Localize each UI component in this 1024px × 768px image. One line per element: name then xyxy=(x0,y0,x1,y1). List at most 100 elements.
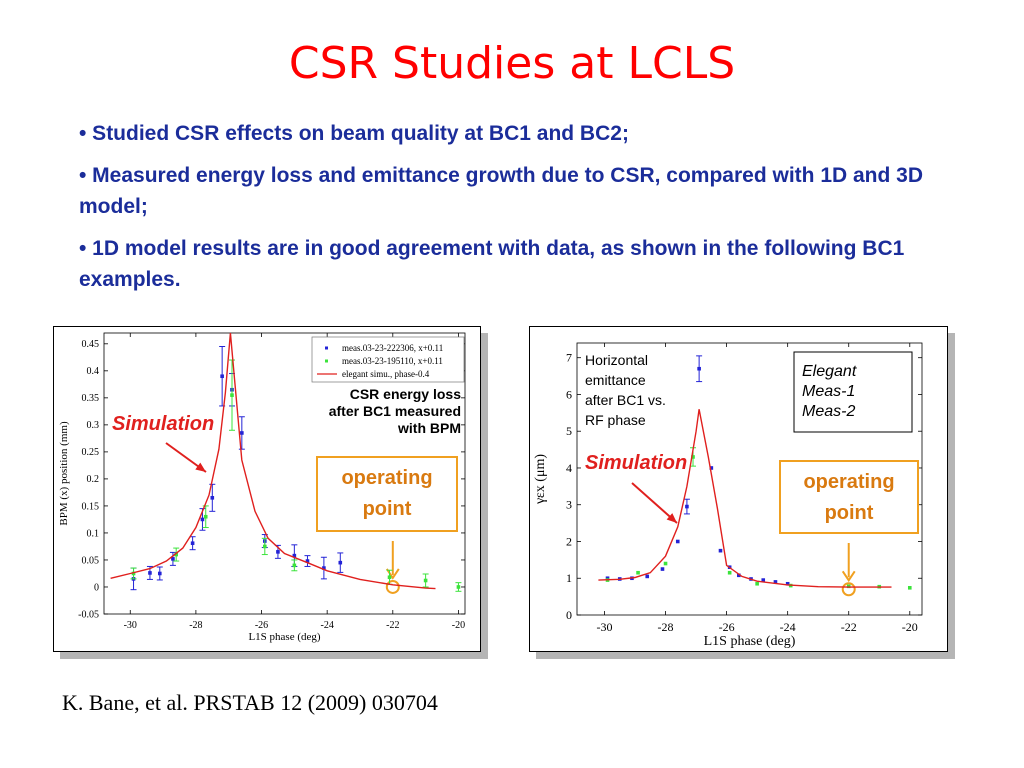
operating-point-box xyxy=(316,456,458,532)
legend-entry: meas.03-23-222306, x+0.11 xyxy=(342,343,443,353)
data-point xyxy=(785,581,790,586)
chart-description: RF phase xyxy=(585,412,646,428)
legend-entry: Elegant xyxy=(802,363,857,380)
data-point xyxy=(240,431,244,435)
x-tick-label: -20 xyxy=(452,620,465,631)
plot-frame xyxy=(103,332,466,615)
y-tick-label: 0.3 xyxy=(87,420,100,431)
y-tick-label: 0.1 xyxy=(87,528,100,539)
data-point xyxy=(230,393,234,397)
chart-description: Horizontal xyxy=(585,352,648,368)
legend-box xyxy=(311,336,465,383)
operating-point-box xyxy=(779,460,919,534)
data-point xyxy=(338,560,343,565)
legend-entry: Meas-2 xyxy=(802,403,855,420)
data-point xyxy=(755,581,759,586)
data-point xyxy=(305,559,310,563)
data-point xyxy=(148,571,152,575)
y-tick-label: 0.4 xyxy=(87,366,100,377)
operating-point-marker xyxy=(841,582,856,597)
data-point xyxy=(737,573,741,578)
x-tick-label: -20 xyxy=(902,620,918,634)
y-tick-label: 0.35 xyxy=(82,393,100,404)
slide-title: CSR Studies at LCLS xyxy=(288,38,736,89)
bullet-item: • 1D model results are in good agreement… xyxy=(79,237,905,291)
y-tick-label: 0.45 xyxy=(82,339,100,350)
data-point xyxy=(200,517,205,522)
x-tick-label: -28 xyxy=(658,620,674,634)
data-point xyxy=(263,544,267,549)
x-tick-label: -28 xyxy=(189,620,202,631)
data-point xyxy=(292,563,297,568)
operating-point-label: operating xyxy=(803,471,894,493)
y-axis-label: BPM (x) position (mm) xyxy=(58,421,70,526)
data-point xyxy=(322,566,326,570)
simulation-label: Simulation xyxy=(585,452,687,474)
legend-entry: Meas-1 xyxy=(802,383,855,400)
y-tick-label: 6 xyxy=(566,387,572,401)
bullet-item: • Measured energy loss and emittance gro… xyxy=(79,164,924,218)
data-point xyxy=(636,570,640,575)
data-point xyxy=(846,584,851,589)
y-axis-label: γεx (μm) xyxy=(533,454,548,505)
emittance-chart-panel: -30 -28 -26 -24 -22 -20 0 1 2 3 4 5 6 7 L1S phase (deg… xyxy=(529,326,948,652)
data-point xyxy=(220,374,224,379)
energy-loss-chart-panel: -30 -28 -26 -24 -22 -20 -0.05 0 0.05 0.1 0.15 0.2 0.… xyxy=(53,326,481,652)
simulation-label: Simulation xyxy=(112,413,214,435)
x-tick-label: -24 xyxy=(780,620,796,634)
y-tick-label: 5 xyxy=(566,424,572,438)
data-point xyxy=(157,571,162,576)
y-tick-label: 0 xyxy=(566,608,572,622)
data-point xyxy=(190,541,195,546)
x-tick-label: -22 xyxy=(386,620,399,631)
x-tick-label: -22 xyxy=(841,620,857,634)
simulation-line xyxy=(110,332,436,590)
legend-box xyxy=(793,351,913,433)
data-point xyxy=(387,575,392,580)
data-point xyxy=(131,571,136,576)
data-point xyxy=(773,580,778,584)
x-tick-label: -26 xyxy=(255,620,268,631)
x-axis-label: L1S phase (deg) xyxy=(704,634,796,649)
chart-description: after BC1 vs. xyxy=(585,392,666,408)
data-point xyxy=(907,586,912,590)
x-tick-label: -26 xyxy=(719,620,735,634)
y-tick-label: 0.05 xyxy=(82,555,100,566)
chart-description: with BPM xyxy=(397,420,461,436)
data-point xyxy=(292,553,297,558)
x-axis-label: L1S phase (deg) xyxy=(248,631,320,643)
data-point xyxy=(276,550,280,554)
emittance-chart: -30 -28 -26 -24 -22 -20 0 1 2 3 4 5 6 7 L1S phase (deg… xyxy=(533,342,923,649)
chart-description: emittance xyxy=(585,372,646,388)
legend-marker-swatch xyxy=(325,359,328,363)
data-point xyxy=(174,552,178,557)
y-tick-label: 1 xyxy=(566,571,572,585)
y-tick-label: 7 xyxy=(566,351,572,365)
data-point xyxy=(171,557,175,561)
legend-marker-swatch xyxy=(325,346,328,350)
data-point xyxy=(203,514,208,519)
data-point xyxy=(691,455,695,459)
x-tick-label: -30 xyxy=(124,620,137,631)
data-point xyxy=(423,578,428,583)
simulation-line xyxy=(598,409,892,588)
data-point xyxy=(210,496,215,500)
legend-entry: meas.03-23-195110, x+0.11 xyxy=(342,356,443,366)
data-point xyxy=(727,570,732,575)
data-point xyxy=(645,574,650,579)
chart-description: CSR energy loss xyxy=(350,386,461,402)
data-point xyxy=(675,539,680,544)
operating-point-arrowhead xyxy=(385,568,400,580)
chart-description: after BC1 measured xyxy=(329,403,461,419)
legend-entry: elegant simu., phase-0.4 xyxy=(342,369,430,379)
y-tick-label: 0.2 xyxy=(87,474,100,485)
operating-point-arrowhead xyxy=(841,570,856,583)
y-tick-label: 4 xyxy=(566,461,572,475)
data-point xyxy=(605,576,610,581)
simulation-arrowhead xyxy=(195,462,206,472)
data-point xyxy=(660,567,665,571)
plot-frame xyxy=(576,342,923,616)
x-tick-label: -30 xyxy=(596,620,612,634)
y-tick-label: 3 xyxy=(566,498,572,512)
operating-point-label: point xyxy=(363,498,412,520)
